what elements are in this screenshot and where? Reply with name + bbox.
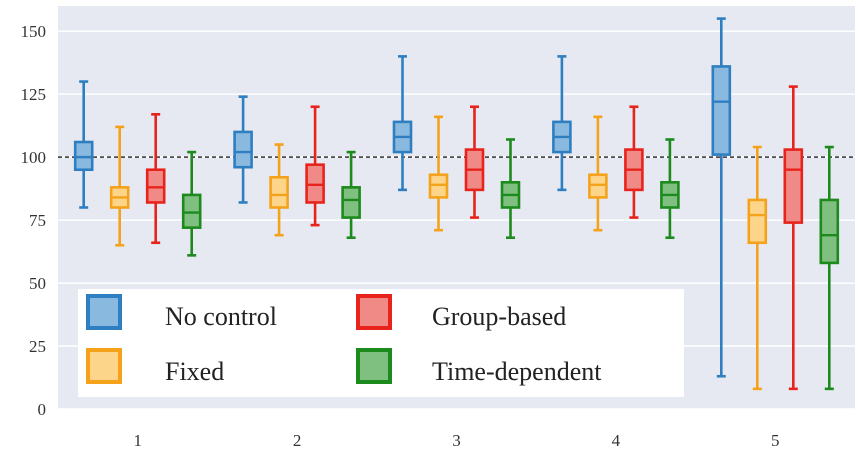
box-iqr [783, 148, 804, 224]
box-group-based-5 [783, 85, 804, 391]
box-iqr [819, 198, 840, 265]
box-no-control-1 [73, 80, 94, 209]
legend-label: No control [165, 302, 277, 331]
box-fixed-3 [428, 115, 449, 232]
y-tick-label: 150 [21, 22, 47, 41]
box-no-control-3 [392, 55, 413, 192]
box-group-based-3 [464, 105, 485, 219]
y-axis-ticks: 0 25 50 75 100 125 150 [21, 22, 47, 419]
x-tick-label: 3 [452, 431, 461, 449]
box-iqr [341, 186, 361, 219]
box-group-based-2 [305, 105, 325, 227]
y-tick-label: 25 [29, 337, 46, 356]
legend: No control Fixed Group-based Time-dependent [78, 289, 684, 397]
box-iqr [711, 65, 732, 156]
x-tick-label: 4 [612, 431, 621, 449]
box-iqr [181, 193, 202, 229]
y-tick-label: 50 [29, 274, 46, 293]
box-iqr [747, 198, 768, 245]
box-iqr [428, 173, 449, 199]
legend-swatch-fixed [86, 348, 122, 384]
box-time-dependent-4 [660, 138, 680, 240]
box-fixed-1 [109, 125, 130, 247]
box-time-dependent-3 [500, 138, 521, 240]
box-group-based-1 [145, 113, 166, 245]
box-time-dependent-1 [181, 150, 202, 257]
box-iqr [73, 140, 94, 172]
box-time-dependent-5 [819, 145, 840, 391]
x-tick-label: 2 [293, 431, 302, 449]
box-iqr [145, 168, 166, 204]
box-iqr [233, 130, 253, 169]
box-fixed-2 [269, 143, 289, 237]
x-tick-label: 1 [133, 431, 142, 449]
x-axis-ticks: 1 2 3 4 5 [133, 431, 779, 449]
box-fixed-4 [588, 115, 608, 232]
legend-label: Fixed [165, 357, 224, 386]
y-tick-label: 75 [29, 211, 46, 230]
box-fixed-5 [747, 145, 768, 391]
box-no-control-4 [552, 55, 572, 192]
y-tick-label: 0 [38, 400, 47, 419]
x-tick-label: 5 [771, 431, 780, 449]
box-group-based-4 [624, 105, 644, 219]
legend-label: Group-based [432, 302, 566, 331]
box-no-control-5 [711, 17, 732, 378]
boxes-layer [73, 17, 840, 391]
legend-swatch-group-based [356, 294, 392, 330]
legend-label: Time-dependent [432, 357, 602, 386]
legend-swatch-no-control [86, 294, 122, 330]
box-iqr [588, 173, 608, 199]
y-tick-label: 100 [21, 148, 47, 167]
legend-swatch-time-dependent [356, 348, 392, 384]
box-iqr [269, 175, 289, 209]
y-tick-label: 125 [21, 85, 47, 104]
box-time-dependent-2 [341, 150, 361, 240]
box-no-control-2 [233, 95, 253, 204]
box-iqr [305, 163, 325, 204]
